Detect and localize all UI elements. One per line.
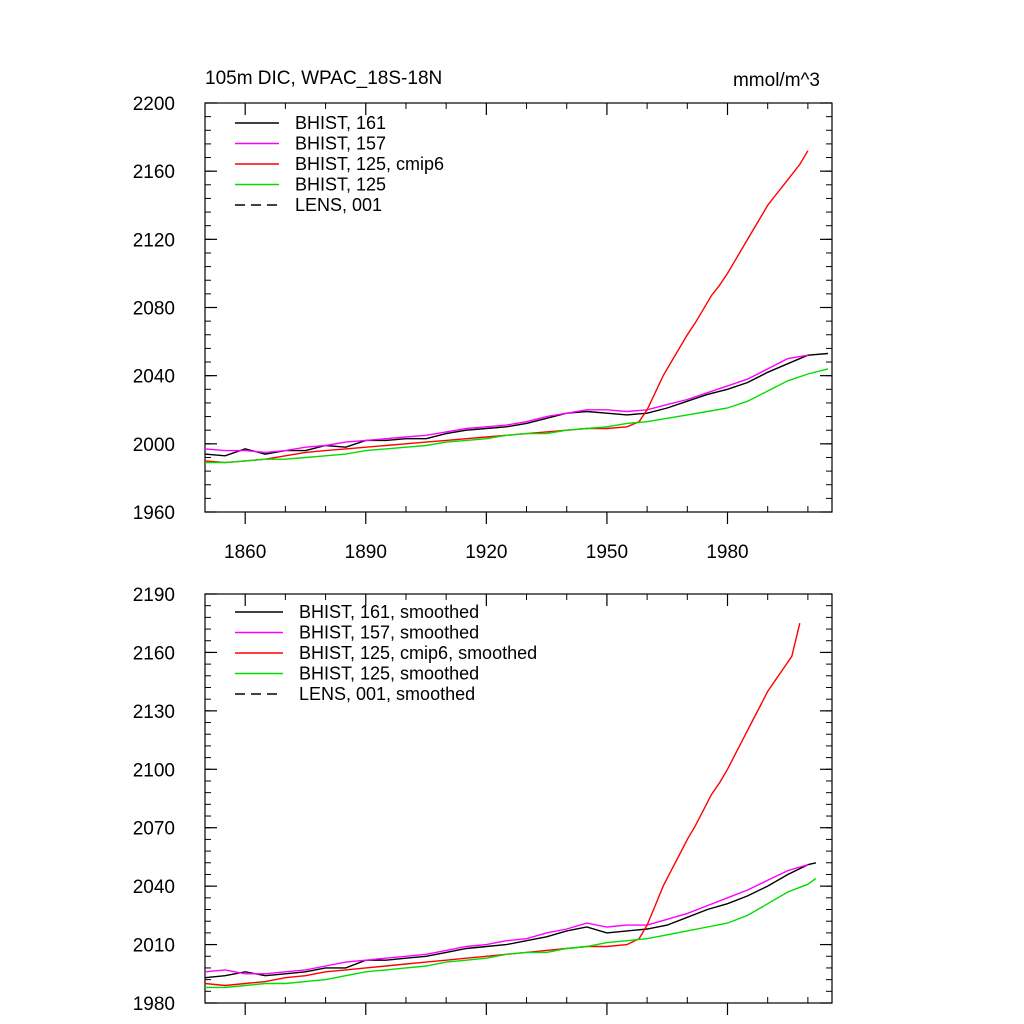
legend-label: BHIST, 125, cmip6 bbox=[295, 154, 444, 174]
y-tick-label: 2120 bbox=[133, 230, 175, 251]
bottom-panel: 1980 2010 2040 2070 2100 2130 2160 2190 BHIST, 1… bbox=[133, 585, 833, 1015]
y-tick-label: 2200 bbox=[133, 94, 175, 115]
y-tick-label: 2080 bbox=[133, 299, 175, 320]
legend-label: BHIST, 157 bbox=[295, 134, 386, 154]
y-tick-label: 2040 bbox=[133, 367, 175, 388]
y-tick-label: 1980 bbox=[133, 994, 175, 1015]
legend-label: LENS, 001, smoothed bbox=[299, 684, 475, 704]
series-line bbox=[205, 877, 817, 989]
y-tick-label: 2000 bbox=[133, 435, 175, 456]
x-tick-label: 1950 bbox=[586, 542, 628, 563]
y-tick-label: 2190 bbox=[133, 585, 175, 606]
series-line bbox=[204, 623, 801, 987]
legend-label: BHIST, 157, smoothed bbox=[299, 623, 479, 643]
legend-label: LENS, 001 bbox=[295, 195, 382, 215]
series-line bbox=[204, 352, 829, 457]
legend-label: BHIST, 125, cmip6, smoothed bbox=[299, 643, 537, 663]
x-tick-label: 1860 bbox=[224, 542, 266, 563]
y-tick-label: 2040 bbox=[133, 877, 175, 898]
legend-label: BHIST, 125, smoothed bbox=[299, 664, 479, 684]
units-label: mmol/m^3 bbox=[733, 70, 820, 91]
x-tick-label: 1890 bbox=[345, 542, 387, 563]
y-tick-label: 2100 bbox=[133, 760, 175, 781]
legend-label: BHIST, 161, smoothed bbox=[299, 602, 479, 622]
y-tick-label: 2160 bbox=[133, 162, 175, 183]
x-tick-label: 1920 bbox=[465, 542, 507, 563]
top-panel: 1860 1890 1920 1950 1980 1960 2000 2040 2080 2120… bbox=[133, 94, 833, 563]
series-line bbox=[205, 368, 829, 464]
legend-label: BHIST, 125 bbox=[295, 175, 386, 195]
x-tick-label: 1980 bbox=[706, 542, 748, 563]
series-line bbox=[204, 354, 809, 454]
y-tick-label: 2160 bbox=[133, 643, 175, 664]
plot-frame bbox=[204, 593, 833, 1004]
y-tick-label: 2010 bbox=[133, 936, 175, 957]
series-line bbox=[204, 864, 809, 975]
chart-title: 105m DIC, WPAC_18S-18N bbox=[205, 68, 442, 89]
y-tick-label: 1960 bbox=[133, 503, 175, 524]
y-tick-label: 2070 bbox=[133, 819, 175, 840]
series-line bbox=[204, 862, 817, 979]
series-line bbox=[204, 150, 809, 464]
legend-label: BHIST, 161 bbox=[295, 113, 386, 133]
y-tick-label: 2130 bbox=[133, 702, 175, 723]
